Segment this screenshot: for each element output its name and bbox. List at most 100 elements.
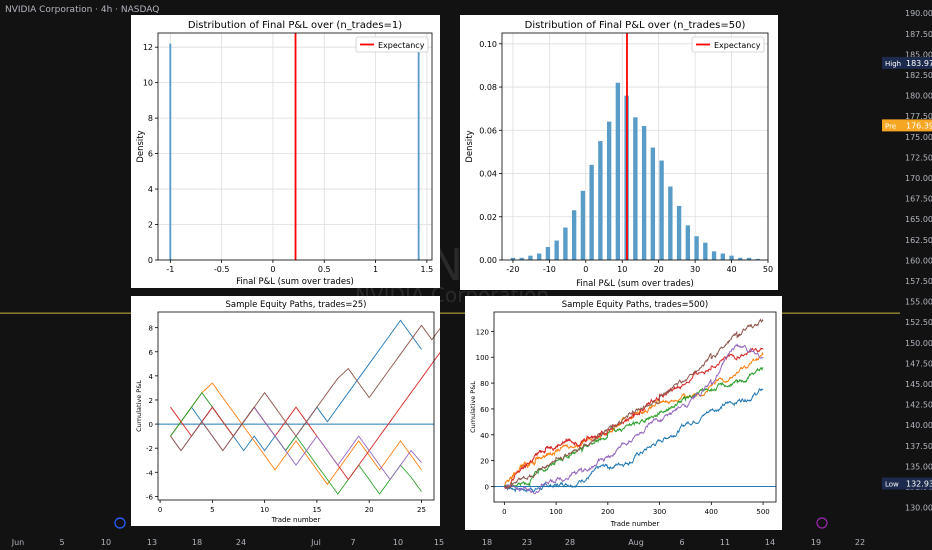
- y-tick-label: 10: [143, 79, 153, 88]
- x-tick-label: 0: [502, 508, 506, 516]
- histogram-bar: [738, 257, 743, 260]
- time-axis-label: 11: [720, 538, 730, 547]
- y-tick-label: 0.00: [479, 256, 497, 265]
- x-tick-label: -20: [506, 265, 519, 274]
- y-tick-label: 2: [149, 397, 153, 405]
- time-axis-label: 15: [434, 538, 444, 547]
- x-tick-label: 300: [653, 508, 666, 516]
- equity-path: [170, 406, 422, 481]
- equity-path: [504, 366, 764, 487]
- histogram-bar: [580, 190, 586, 260]
- time-axis-label: 10: [393, 538, 403, 547]
- x-axis-label: Final P&L (sum over trades): [236, 277, 354, 287]
- x-tick-label: 400: [705, 508, 718, 516]
- y-tick-label: -6: [146, 493, 154, 501]
- time-axis-label: 28: [565, 538, 575, 547]
- price-tick-label: 170.00: [905, 174, 932, 183]
- price-badge-value: 132.93: [906, 479, 932, 488]
- histogram-bar: [615, 82, 621, 260]
- histogram-bar: [598, 141, 603, 260]
- y-tick-label: 8: [148, 114, 153, 123]
- equity-panel-500: Sample Equity Paths, trades=500) 0 100 200 3…: [465, 296, 782, 530]
- price-tick-label: 160.00: [905, 256, 932, 265]
- x-tick-label: 500: [756, 508, 769, 516]
- y-tick-label: 4: [148, 185, 153, 194]
- histogram-bar: [641, 125, 647, 260]
- x-tick-label: 25: [417, 506, 426, 514]
- time-axis-label: 14: [765, 538, 775, 547]
- chart-title: Distribution of Final P&L over (n_trades…: [188, 20, 402, 31]
- histogram-bar: [694, 236, 699, 260]
- equity-path: [170, 351, 440, 481]
- y-tick-label: 0.08: [479, 83, 497, 92]
- y-axis-label: Cumulative P&L: [135, 380, 143, 432]
- histogram-bar: [554, 240, 559, 260]
- histogram-bar: [676, 205, 682, 260]
- y-axis-label: Density: [136, 130, 146, 162]
- histogram-bar: [720, 253, 726, 260]
- y-tick-label: 6: [148, 150, 153, 159]
- histogram-bar: [536, 253, 542, 260]
- equity-path: [503, 318, 764, 490]
- y-axis-label: Cumulative P&L: [469, 381, 477, 433]
- price-tick-label: 172.50: [905, 153, 932, 162]
- equity-path: [170, 319, 422, 452]
- time-axis-label: 6: [679, 538, 684, 547]
- x-tick-label: 0: [158, 506, 162, 514]
- y-tick-label: 0.06: [479, 126, 497, 135]
- x-tick-label: -10: [543, 265, 556, 274]
- histogram-panel-50: Distribution of Final P&L over (n_trades…: [460, 15, 778, 290]
- x-tick-label: 15: [312, 506, 321, 514]
- price-badge-value: 183.97: [906, 59, 932, 68]
- chart-svg: Distribution of Final P&L over (n_trades…: [136, 20, 433, 287]
- y-tick-label: 60: [480, 406, 489, 414]
- histogram-bar: [659, 160, 664, 260]
- chart-svg: Sample Equity Paths, trades=500)0 100 200 3…: [469, 300, 777, 528]
- time-axis-label: 24: [236, 538, 246, 547]
- time-axis-label: 19: [811, 538, 821, 547]
- time-axis-label: 10: [101, 538, 111, 547]
- y-tick-label: -4: [146, 469, 154, 477]
- histogram-bar: [650, 147, 656, 260]
- x-tick-label: 0: [270, 265, 275, 274]
- histogram-bar: [417, 43, 420, 260]
- x-tick-label: 200: [601, 508, 614, 516]
- y-tick-label: 0: [485, 483, 489, 491]
- price-tick-label: 142.50: [905, 401, 932, 410]
- price-tick-label: 190.00: [905, 9, 932, 18]
- x-tick-label: 20: [365, 506, 374, 514]
- x-tick-label: 0: [583, 265, 588, 274]
- price-tick-label: 137.50: [905, 442, 932, 451]
- histogram-bar: [633, 117, 638, 260]
- price-tick-label: 140.00: [905, 421, 932, 430]
- x-tick-label: 0.5: [318, 265, 331, 274]
- x-tick-label: 50: [763, 265, 773, 274]
- x-tick-label: 10: [260, 506, 269, 514]
- equity-panel-25: Sample Equity Paths, trades=25) 0 5 10 15 20 2…: [131, 296, 440, 526]
- chart-svg: Distribution of Final P&L over (n_trades…: [465, 20, 773, 289]
- price-tick-label: 162.50: [905, 236, 932, 245]
- equity-path: [170, 382, 422, 486]
- histogram-bar: [668, 186, 673, 260]
- time-axis-label: Jun: [11, 538, 25, 547]
- time-axis-label: Jul: [310, 538, 321, 547]
- x-tick-label: 20: [654, 265, 664, 274]
- legend-label: Expectancy: [714, 41, 761, 50]
- price-badge-label: High: [885, 60, 901, 68]
- price-tick-label: 180.00: [905, 92, 932, 101]
- x-tick-label: 30: [690, 265, 700, 274]
- y-tick-label: 0.10: [479, 40, 497, 49]
- price-tick-label: 175.00: [905, 133, 932, 142]
- earnings-icon: [816, 517, 828, 529]
- histogram-panel-1: Distribution of Final P&L over (n_trades…: [131, 15, 440, 288]
- symbol-header: NVIDIA Corporation · 4h · NASDAQ: [5, 5, 160, 15]
- price-tick-label: 177.50: [905, 112, 932, 121]
- y-tick-label: 0.04: [479, 170, 497, 179]
- y-tick-label: 12: [143, 43, 153, 52]
- time-axis-label: 18: [482, 538, 492, 547]
- y-tick-label: 6: [149, 349, 154, 357]
- price-tick-label: 187.50: [905, 30, 932, 39]
- x-tick-label: -0.5: [214, 265, 230, 274]
- legend-box: [691, 36, 765, 53]
- legend-label: Expectancy: [378, 41, 425, 50]
